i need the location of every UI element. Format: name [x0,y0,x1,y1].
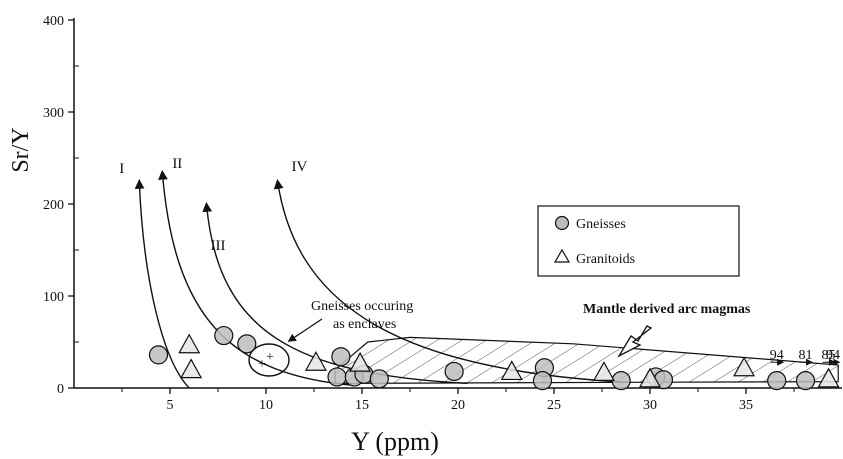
trend-label-i: I [119,161,124,177]
legend-label-gneisses: Gneisses [576,217,626,232]
gneiss-point [148,345,169,365]
legend-entry-gneisses: Gneisses [554,215,626,232]
enclaves-annotation-line2: as enclaves [333,317,396,332]
gneiss-point [369,369,389,389]
y-tick-label: 0 [57,382,64,397]
x-tick-label: 20 [451,398,465,413]
y-tick-label: 400 [43,14,64,29]
legend-entry-granitoids: Granitoids [553,248,635,267]
mantle-arrow [617,325,653,358]
legend-box [537,205,740,277]
x-tick-label: 25 [547,398,561,413]
arrow-marker-label: 94 [770,348,784,363]
trend-label-iv: IV [292,159,308,175]
data-points [148,325,840,391]
granitoid-point [592,361,615,381]
y-tick-label: 300 [43,106,64,121]
x-tick-label: 30 [643,398,657,413]
x-axis-title: Y (ppm) [351,427,439,456]
x-tick-label: 5 [167,398,174,413]
legend-label-granitoids: Granitoids [576,252,635,267]
granitoid-point [349,351,372,372]
legend: Gneisses Granitoids [537,205,740,277]
granitoid-point [733,356,756,377]
y-tick-label: 200 [43,198,64,213]
y-axis-title: Sr/Y [8,127,34,172]
axis-ticks: 0 100 200 300 400 5 10 15 20 25 30 35 [43,14,795,413]
legend-circle-marker [554,215,570,231]
y-tick-label: 100 [43,290,64,305]
gneiss-point [444,361,464,382]
gneiss-point [214,325,234,346]
enclave-ellipse: + + [248,343,290,377]
gneiss-point [767,371,787,391]
granitoid-point [638,367,662,388]
gneiss-point [331,347,351,367]
x-tick-label: 35 [739,398,753,413]
granitoid-point [180,358,203,379]
x-tick-label: 10 [259,398,273,413]
mantle-arc-field [334,336,839,385]
granitoid-point [304,351,327,371]
trend-curve-i [134,179,190,389]
gneiss-point [611,371,631,391]
trend-label-iii: III [210,238,225,254]
enclaves-annotation-line1: Gneisses occuring [311,299,413,314]
gneiss-point [532,371,553,391]
gneiss-point [327,367,347,387]
trend-curve-iii [202,202,468,385]
granitoid-point [500,360,523,381]
mantle-annotation: Mantle derived arc magmas [583,302,751,317]
granitoid-point [178,333,201,354]
svg-text:+: + [258,357,266,372]
x-tick-label: 15 [355,398,369,413]
enclaves-arrow [287,318,323,342]
gneiss-point [237,334,257,354]
arrow-marker-label: 81 [799,348,813,363]
gneiss-point [795,371,816,391]
legend-triangle-marker [553,248,571,263]
trend-curve-ii [158,169,353,386]
granitoid-point [817,367,840,388]
svg-text:+: + [266,350,274,365]
arrow-marker-label: 94 [826,348,840,363]
trend-label-ii: II [172,156,182,172]
